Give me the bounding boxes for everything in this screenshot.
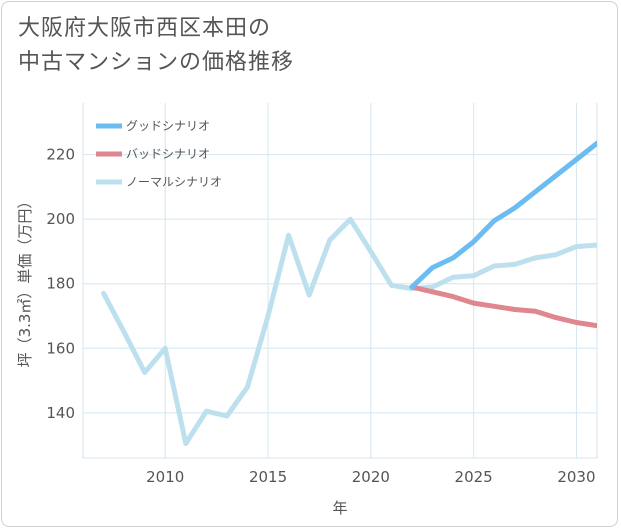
x-axis-label: 年 xyxy=(332,499,347,517)
series-line-good xyxy=(409,140,597,290)
y-axis-label: 坪（3.3㎡）単価（万円） xyxy=(16,194,34,368)
legend-label: グッドシナリオ xyxy=(126,119,210,133)
x-tick-label: 2030 xyxy=(557,468,595,486)
series-lines xyxy=(101,140,597,446)
legend-label: バッドシナリオ xyxy=(126,147,210,161)
y-tick-label: 200 xyxy=(46,210,75,228)
y-tick-label: 220 xyxy=(46,146,75,164)
chart-title: 大阪府大阪市西区本田の 中古マンションの価格推移 xyxy=(18,12,578,80)
chart-title-line-2: 中古マンションの価格推移 xyxy=(18,50,295,75)
x-tick-label: 2025 xyxy=(455,468,493,486)
chart-title-line-1: 大阪府大阪市西区本田の xyxy=(18,16,272,41)
y-tick-label: 160 xyxy=(46,339,75,357)
x-tick-label: 2020 xyxy=(352,468,390,486)
axis-ticks: 2010 2015 2020 2025 2030 140 160 180 200 220 xyxy=(46,146,595,486)
legend-label: ノーマルシナリオ xyxy=(126,175,222,189)
x-tick-label: 2015 xyxy=(249,468,287,486)
y-tick-label: 140 xyxy=(46,404,75,422)
series-line-normal xyxy=(101,216,597,446)
series-line-bad xyxy=(409,284,597,329)
y-tick-label: 180 xyxy=(46,275,75,293)
x-tick-label: 2010 xyxy=(146,468,184,486)
series-clip-group xyxy=(101,140,597,446)
